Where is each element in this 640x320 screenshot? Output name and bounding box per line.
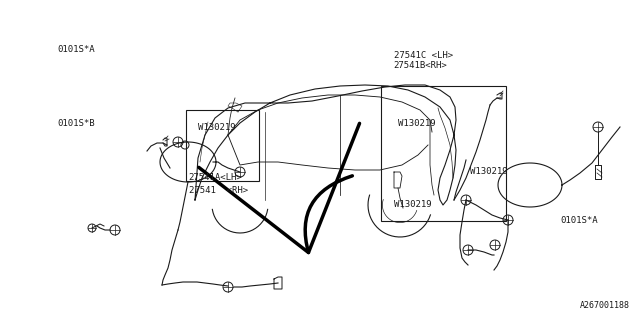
Text: 27541A<LH>: 27541A<LH> — [189, 173, 243, 182]
Text: W130219: W130219 — [398, 119, 436, 128]
Text: 0101S*B: 0101S*B — [58, 119, 95, 128]
Text: 0101S*A: 0101S*A — [58, 45, 95, 54]
Text: 27541  <RH>: 27541 <RH> — [189, 186, 248, 195]
Text: W130219: W130219 — [198, 124, 236, 132]
Text: 0101S*A: 0101S*A — [560, 216, 598, 225]
Text: A267001188: A267001188 — [580, 301, 630, 310]
Bar — [186, 110, 259, 181]
Text: 27541B<RH>: 27541B<RH> — [394, 61, 447, 70]
Bar — [381, 86, 506, 221]
Text: W130219: W130219 — [470, 167, 508, 176]
Text: 27541C <LH>: 27541C <LH> — [394, 52, 452, 60]
Text: W130219: W130219 — [394, 200, 431, 209]
